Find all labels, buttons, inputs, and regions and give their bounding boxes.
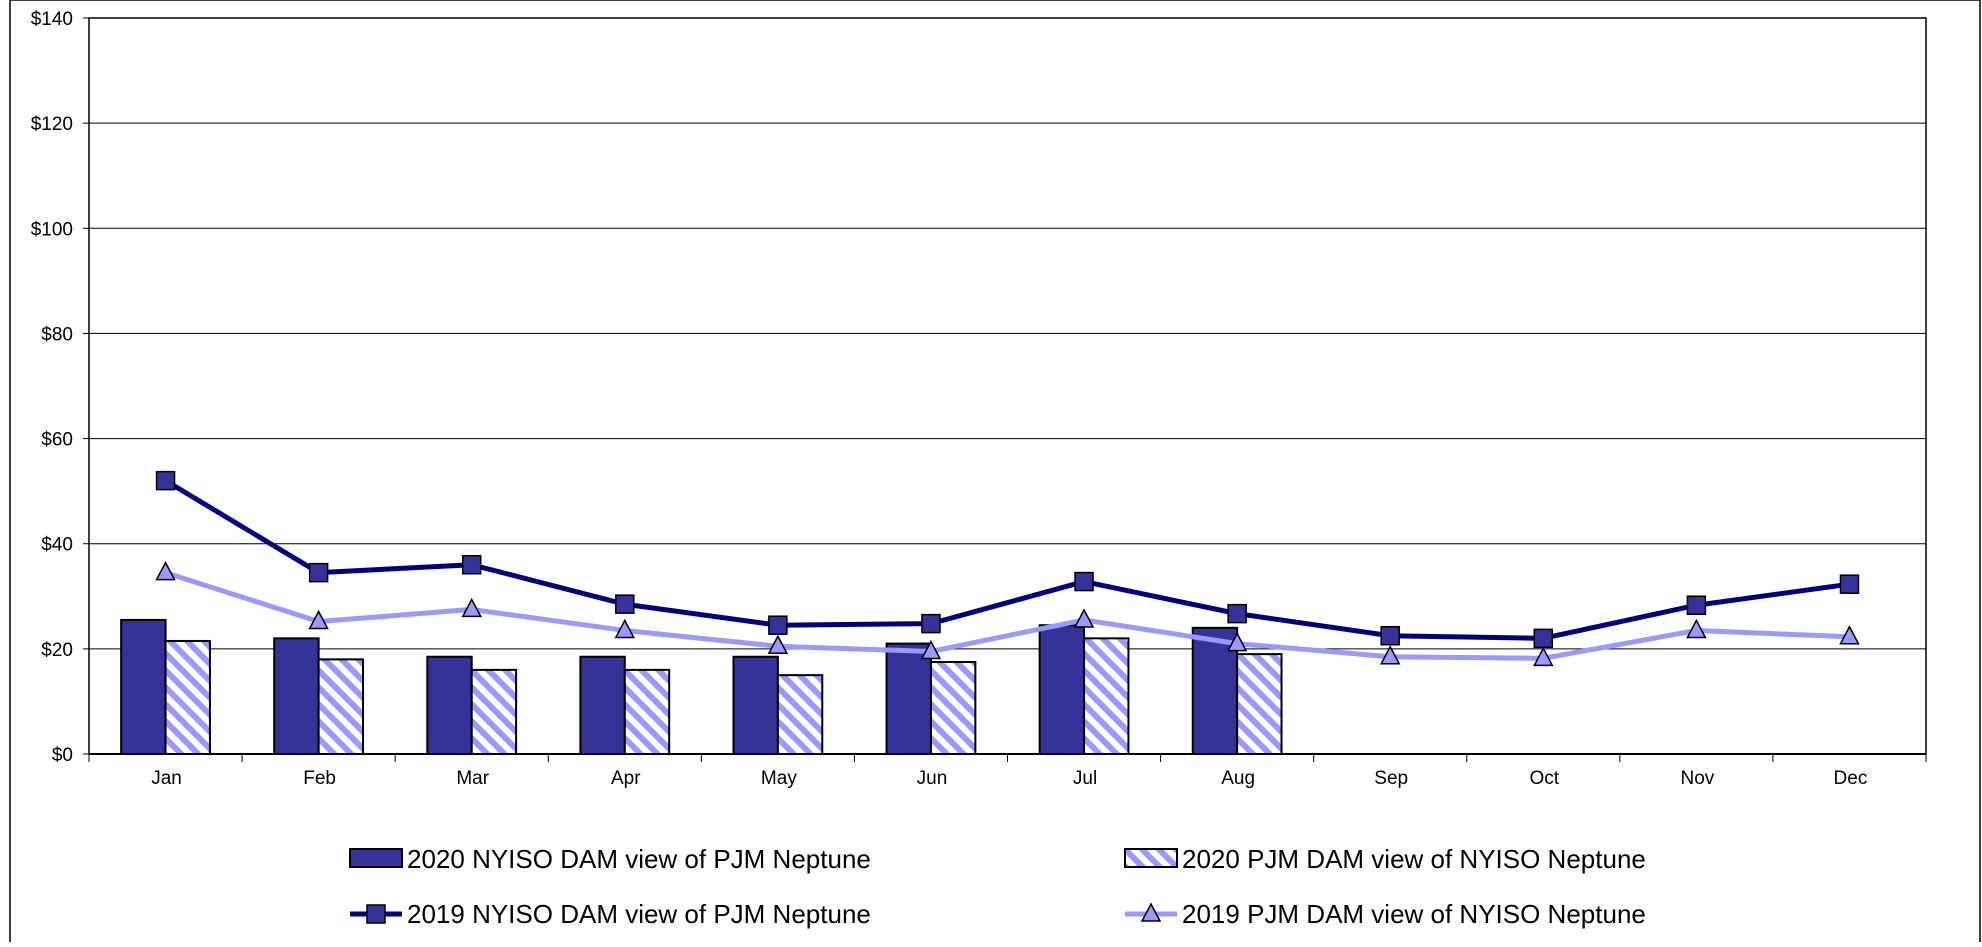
bar-pjm-2020-jan bbox=[164, 639, 211, 756]
y-tick-label: $120 bbox=[31, 114, 73, 135]
bar-pjm-2020-aug bbox=[1236, 653, 1283, 755]
bar-pjm-2020-feb bbox=[317, 658, 365, 755]
bar-nyiso-2020-apr bbox=[579, 655, 626, 755]
point-nyiso-2019-jan bbox=[155, 470, 176, 491]
y-tick-label: $20 bbox=[41, 640, 73, 661]
legend-swatch-pjm-2020 bbox=[1124, 848, 1178, 868]
legend-label-pjm-2020: 2020 PJM DAM view of NYISO Neptune bbox=[1182, 844, 1646, 874]
x-tick-label-mar: Mar bbox=[456, 768, 489, 789]
line-pjm-2019 bbox=[164, 570, 1850, 661]
bar-nyiso-2020-may bbox=[732, 655, 779, 755]
legend-marker-pjm-2019 bbox=[1140, 902, 1162, 922]
bar-nyiso-2020-jun bbox=[885, 642, 932, 755]
legend-label-pjm-2019: 2019 PJM DAM view of NYISO Neptune bbox=[1182, 899, 1646, 929]
point-nyiso-2019-oct bbox=[1533, 628, 1554, 649]
point-nyiso-2019-mar bbox=[461, 554, 482, 575]
point-nyiso-2019-feb bbox=[308, 562, 329, 583]
point-pjm-2019-jun bbox=[920, 639, 942, 660]
x-tick-label-nov: Nov bbox=[1680, 768, 1714, 789]
legend-marker-nyiso-2019 bbox=[366, 904, 386, 924]
point-nyiso-2019-nov bbox=[1686, 595, 1707, 615]
bar-pjm-2020-jun bbox=[929, 661, 977, 755]
bar-pjm-2020-may bbox=[776, 674, 824, 756]
legend-label-nyiso-2019: 2019 NYISO DAM view of PJM Neptune bbox=[407, 899, 871, 929]
outer-frame bbox=[9, 0, 1981, 947]
point-nyiso-2019-jun bbox=[921, 613, 941, 634]
bar-nyiso-2020-feb bbox=[273, 637, 320, 755]
lines bbox=[155, 470, 1860, 667]
bar-nyiso-2020-jan bbox=[120, 618, 167, 756]
point-pjm-2019-mar bbox=[461, 597, 482, 618]
point-pjm-2019-feb bbox=[308, 609, 329, 630]
point-pjm-2019-oct bbox=[1533, 646, 1554, 667]
point-nyiso-2019-jul bbox=[1074, 571, 1094, 592]
x-tick-label-jul: Jul bbox=[1073, 768, 1097, 789]
point-pjm-2019-sep bbox=[1379, 645, 1401, 665]
legend-item-pjm-2020: 2020 PJM DAM view of NYISO Neptune bbox=[1124, 844, 1646, 874]
x-tick-label-dec: Dec bbox=[1834, 768, 1868, 789]
x-tick-label-jan: Jan bbox=[151, 768, 182, 789]
y-tick-label: $80 bbox=[41, 324, 73, 345]
x-tick-label-oct: Oct bbox=[1530, 768, 1560, 789]
y-tick-label: $0 bbox=[52, 745, 73, 766]
point-nyiso-2019-dec bbox=[1839, 574, 1860, 594]
legend-item-nyiso-2019: 2019 NYISO DAM view of PJM Neptune bbox=[350, 899, 871, 929]
point-pjm-2019-jul bbox=[1073, 608, 1095, 628]
y-tick-label: $40 bbox=[41, 535, 73, 556]
legend-item-nyiso-2020: 2020 NYISO DAM view of PJM Neptune bbox=[349, 844, 871, 874]
point-nyiso-2019-sep bbox=[1380, 625, 1400, 646]
bar-nyiso-2020-mar bbox=[426, 655, 473, 755]
y-axis-ticks: $0 $20 $40 $60 $80 $100 $120 $140 bbox=[31, 9, 89, 766]
point-pjm-2019-nov bbox=[1686, 618, 1707, 639]
axes bbox=[88, 17, 1927, 755]
x-tick-label-feb: Feb bbox=[303, 768, 336, 789]
bar-pjm-2020-mar bbox=[470, 668, 518, 756]
legend: 2020 NYISO DAM view of PJM Neptune 2020 P… bbox=[349, 844, 1646, 929]
x-tick-label-may: May bbox=[761, 768, 797, 789]
x-tick-label-jun: Jun bbox=[917, 768, 948, 789]
legend-label-nyiso-2020: 2020 NYISO DAM view of PJM Neptune bbox=[407, 844, 871, 874]
point-nyiso-2019-aug bbox=[1227, 603, 1247, 624]
bar-pjm-2020-apr bbox=[623, 668, 671, 756]
y-tick-label: $100 bbox=[31, 219, 73, 240]
x-axis-ticks: Jan Feb Mar Apr May Jun Jul Aug Sep Oct Nov Dec bbox=[88, 754, 1927, 789]
x-tick-label-aug: Aug bbox=[1221, 768, 1255, 789]
y-tick-label: $140 bbox=[31, 9, 73, 30]
point-pjm-2019-may bbox=[767, 634, 789, 654]
x-tick-label-apr: Apr bbox=[611, 768, 641, 789]
point-nyiso-2019-apr bbox=[615, 594, 635, 614]
plot-area-border bbox=[88, 17, 1927, 755]
bars bbox=[120, 618, 1283, 756]
line-nyiso-2019 bbox=[164, 478, 1850, 641]
y-tick-label: $60 bbox=[41, 430, 73, 451]
legend-swatch-nyiso-2020 bbox=[349, 848, 403, 868]
bar-nyiso-2020-jul bbox=[1038, 624, 1086, 756]
bar-pjm-2020-jul bbox=[1083, 637, 1130, 755]
point-pjm-2019-jan bbox=[155, 561, 176, 581]
point-nyiso-2019-may bbox=[768, 615, 788, 635]
legend-item-pjm-2019: 2019 PJM DAM view of NYISO Neptune bbox=[1125, 899, 1646, 929]
x-tick-label-sep: Sep bbox=[1374, 768, 1408, 789]
gridlines bbox=[89, 17, 1926, 650]
point-pjm-2019-apr bbox=[614, 618, 636, 639]
point-pjm-2019-aug bbox=[1226, 631, 1248, 652]
point-pjm-2019-dec bbox=[1839, 625, 1860, 645]
